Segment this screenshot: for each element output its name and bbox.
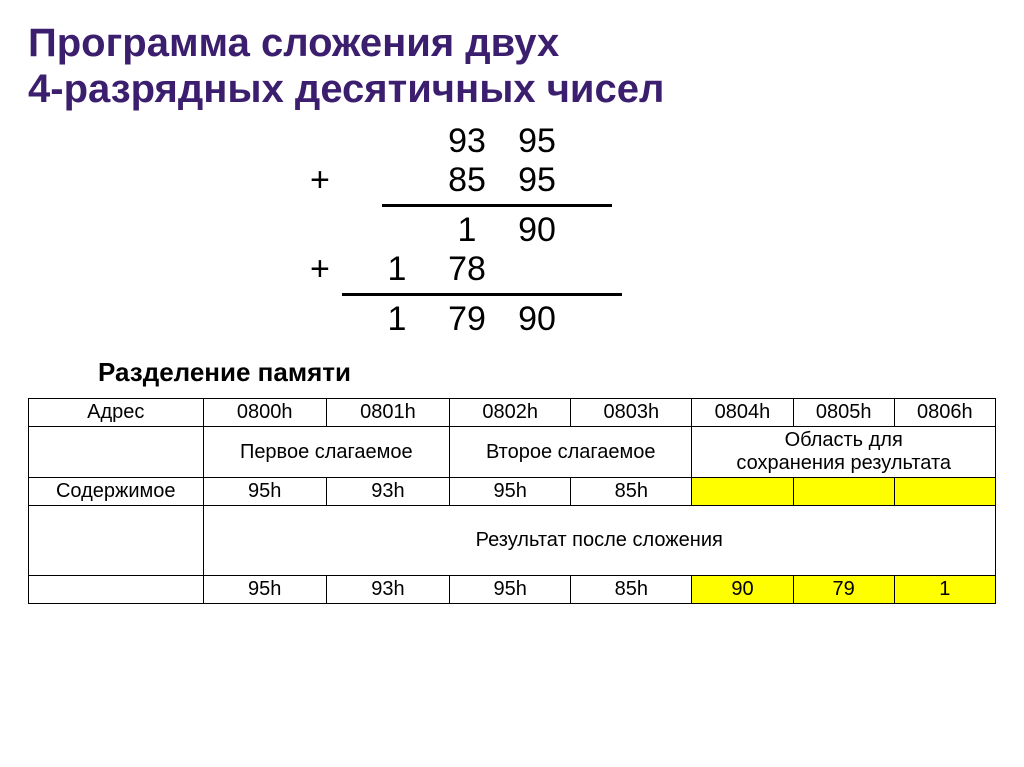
calc-r2-c2: 85 [432,161,502,200]
calc-r5-c2: 79 [432,300,502,339]
calc-row-1: 93 95 [302,122,722,161]
calc-r5-c3: 90 [502,300,572,339]
addr-2: 0802h [450,399,571,427]
calc-r1-c0 [302,122,362,161]
row2-3: 85h [571,576,692,604]
calc-r2-c1 [362,161,432,200]
row2-0: 95h [203,576,326,604]
calc-r2-c3: 95 [502,161,572,200]
calc-r5-c0 [302,300,362,339]
calc-rule-1 [382,204,612,207]
addr-3: 0803h [571,399,692,427]
row2-blank [29,576,204,604]
calc-r3-c1 [362,211,432,250]
group-3-line1: Область для [785,429,903,451]
addr-4: 0804h [692,399,793,427]
row2-6: 1 [894,576,995,604]
table-row-addr: Адрес 0800h 0801h 0802h 0803h 0804h 0805… [29,399,996,427]
row1-6 [894,478,995,506]
group-3: Область для сохранения результата [692,427,996,478]
row2-1: 93h [326,576,449,604]
calc-row-2: + 85 95 [302,161,722,200]
page-title: Программа сложения двух 4-разрядных деся… [28,20,996,112]
calc-r4-c1: 1 [362,250,432,289]
addr-0: 0800h [203,399,326,427]
group-1: Первое слагаемое [203,427,450,478]
table-row-content: Содержимое 95h 93h 95h 85h [29,478,996,506]
row1-5 [793,478,894,506]
table-row-result-caption: Результат после сложения [29,506,996,576]
calc-r1-c2: 93 [432,122,502,161]
content-label: Содержимое [29,478,204,506]
row1-0: 95h [203,478,326,506]
table-row-result: 95h 93h 95h 85h 90 79 1 [29,576,996,604]
row2-5: 79 [793,576,894,604]
title-line-2: 4-разрядных десятичных чисел [28,67,664,111]
calc-r2-c0: + [302,161,362,200]
calc-r5-c1: 1 [362,300,432,339]
calc-rule-2 [342,293,622,296]
calc-row-5: 1 79 90 [302,300,722,339]
calc-r4-c0: + [302,250,362,289]
group-2: Второе слагаемое [450,427,692,478]
title-line-1: Программа сложения двух [28,21,559,65]
group-blank [29,427,204,478]
calc-row-3: 1 90 [302,211,722,250]
addr-label: Адрес [29,399,204,427]
calc-r3-c0 [302,211,362,250]
calc-r4-c3 [502,250,572,289]
row2-2: 95h [450,576,571,604]
calc-r4-c2: 78 [432,250,502,289]
addr-6: 0806h [894,399,995,427]
addr-5: 0805h [793,399,894,427]
calc-r3-c2: 1 [432,211,502,250]
row1-3: 85h [571,478,692,506]
calc-r3-c3: 90 [502,211,572,250]
group-3-line2: сохранения результата [736,452,951,474]
row1-2: 95h [450,478,571,506]
addr-1: 0801h [326,399,449,427]
row1-4 [692,478,793,506]
calc-row-4: + 1 78 [302,250,722,289]
row2-4: 90 [692,576,793,604]
result-caption: Результат после сложения [203,506,996,576]
row1-1: 93h [326,478,449,506]
calc-r1-c1 [362,122,432,161]
table-row-groups: Первое слагаемое Второе слагаемое Област… [29,427,996,478]
calculation-block: 93 95 + 85 95 1 90 + 1 78 1 79 90 [302,122,722,339]
calc-r1-c3: 95 [502,122,572,161]
result-caption-blank [29,506,204,576]
memory-subheading: Разделение памяти [98,357,996,388]
memory-table: Адрес 0800h 0801h 0802h 0803h 0804h 0805… [28,398,996,604]
